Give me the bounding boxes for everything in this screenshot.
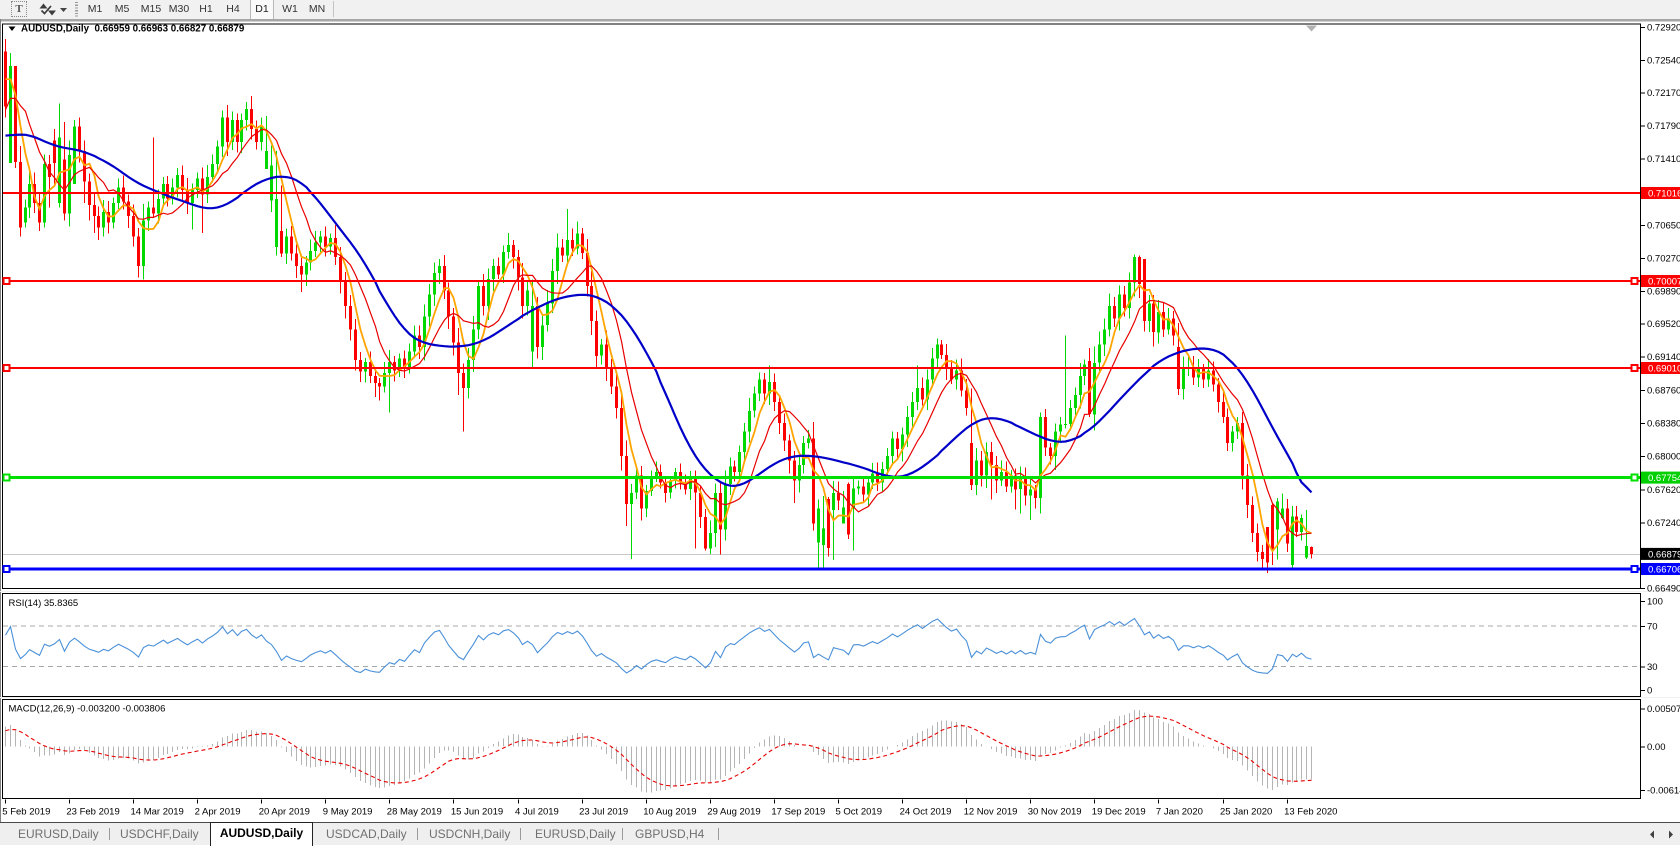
svg-text:23 Feb 2019: 23 Feb 2019 [66,807,119,818]
svg-text:0.68380: 0.68380 [1647,419,1680,430]
svg-text:-0.00614: -0.00614 [1647,785,1680,796]
svg-text:28 May 2019: 28 May 2019 [387,807,442,818]
svg-text:19 Dec 2019: 19 Dec 2019 [1092,807,1146,818]
svg-text:0.71016: 0.71016 [1648,189,1680,200]
svg-text:0.69010: 0.69010 [1648,364,1680,375]
svg-text:0.71790: 0.71790 [1647,121,1680,132]
svg-text:0.71410: 0.71410 [1647,154,1680,165]
svg-text:0.72920: 0.72920 [1647,22,1680,33]
svg-text:0.67620: 0.67620 [1647,485,1680,496]
svg-text:0.70270: 0.70270 [1647,254,1680,265]
svg-text:29 Aug 2019: 29 Aug 2019 [707,807,760,818]
svg-text:13 Feb 2020: 13 Feb 2020 [1284,807,1337,818]
svg-text:23 Jul 2019: 23 Jul 2019 [579,807,628,818]
svg-text:0.70007: 0.70007 [1648,277,1680,288]
svg-text:0.72170: 0.72170 [1647,88,1680,99]
svg-text:0.67240: 0.67240 [1647,518,1680,529]
svg-text:AUDUSD,Daily 0.66959 0.66963: AUDUSD,Daily 0.66959 0.66963 0.66827 0.6… [21,24,245,35]
svg-text:4 Jul 2019: 4 Jul 2019 [515,807,559,818]
svg-text:0.72540: 0.72540 [1647,56,1680,67]
svg-text:30 Nov 2019: 30 Nov 2019 [1028,807,1082,818]
svg-text:MACD(12,26,9) -0.003200 -0.003: MACD(12,26,9) -0.003200 -0.003806 [9,704,166,715]
svg-text:0.69890: 0.69890 [1647,287,1680,298]
svg-text:0.69140: 0.69140 [1647,352,1680,363]
svg-text:0.00: 0.00 [1647,742,1666,753]
svg-text:0.68760: 0.68760 [1647,385,1680,396]
svg-text:RSI(14) 35.8365: RSI(14) 35.8365 [9,598,79,609]
svg-text:24 Oct 2019: 24 Oct 2019 [900,807,952,818]
svg-text:100: 100 [1647,596,1663,607]
svg-text:9 May 2019: 9 May 2019 [323,807,373,818]
svg-text:7 Jan 2020: 7 Jan 2020 [1156,807,1203,818]
svg-text:0.66706: 0.66706 [1648,565,1680,576]
svg-text:5 Feb 2019: 5 Feb 2019 [2,807,50,818]
svg-text:17 Sep 2019: 17 Sep 2019 [771,807,825,818]
svg-text:0.66490: 0.66490 [1647,583,1680,594]
svg-text:5 Oct 2019: 5 Oct 2019 [836,807,882,818]
svg-text:15 Jun 2019: 15 Jun 2019 [451,807,503,818]
svg-text:0.70650: 0.70650 [1647,220,1680,231]
svg-text:20 Apr 2019: 20 Apr 2019 [259,807,310,818]
svg-text:25 Jan 2020: 25 Jan 2020 [1220,807,1272,818]
svg-text:0.66879: 0.66879 [1648,549,1680,560]
svg-text:70: 70 [1647,621,1658,632]
svg-text:0.69520: 0.69520 [1647,319,1680,330]
svg-text:0: 0 [1647,685,1652,696]
svg-text:2 Apr 2019: 2 Apr 2019 [195,807,241,818]
svg-text:14 Mar 2019: 14 Mar 2019 [131,807,184,818]
svg-text:0.68000: 0.68000 [1647,452,1680,463]
svg-text:0.67754: 0.67754 [1648,473,1680,484]
svg-text:12 Nov 2019: 12 Nov 2019 [964,807,1018,818]
svg-text:10 Aug 2019: 10 Aug 2019 [643,807,696,818]
svg-text:0.005076: 0.005076 [1647,704,1680,715]
svg-text:30: 30 [1647,662,1658,673]
